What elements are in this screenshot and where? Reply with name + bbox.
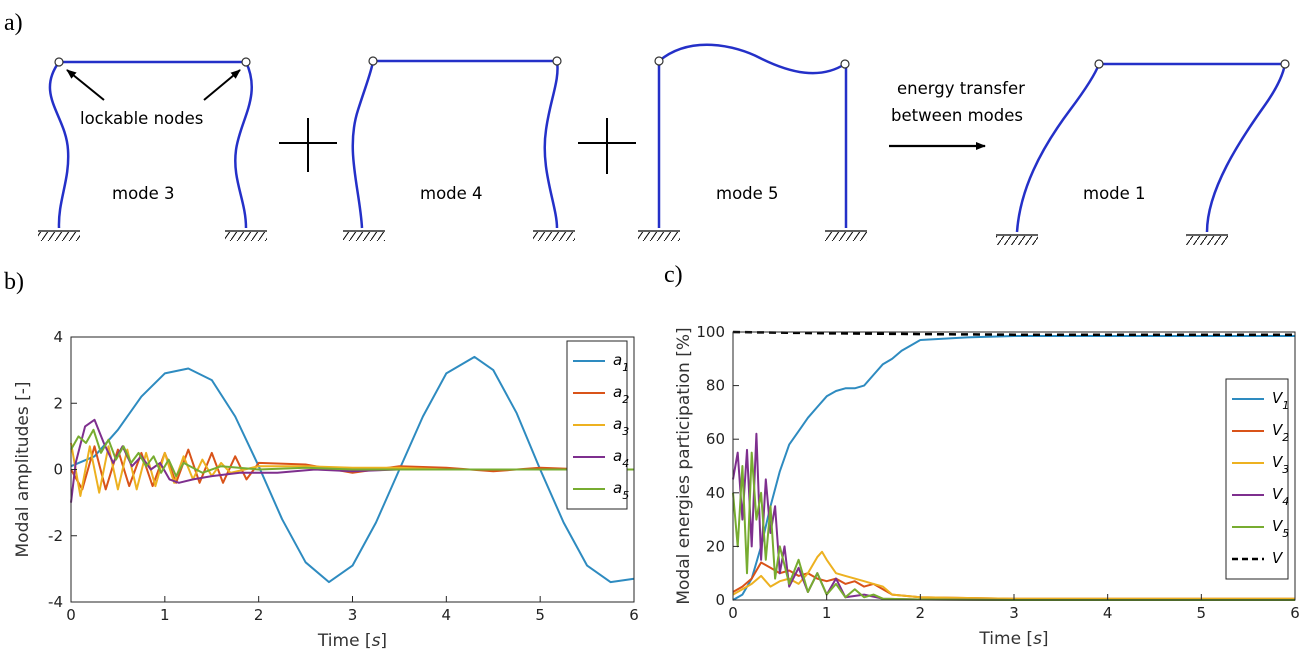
node-mode-4-right [552,56,562,66]
legend: a1 a2 a3 a4 a5 [566,340,629,510]
x-axis-label: Time [s] [317,631,387,651]
legend-label-v2: V2 [1272,421,1289,444]
panel-label-a: a) [4,10,23,36]
y-tick-label: 40 [706,484,725,502]
series-line-v5 [732,451,1295,601]
panel-label-b: b) [4,269,24,295]
y-tick-label: 80 [706,377,725,395]
x-tick-label: 6 [629,606,639,624]
series-line-v [732,330,1295,336]
frame-mode-4 [351,59,559,229]
y-tick-label: 60 [706,430,725,448]
legend-label-a2: a2 [613,383,629,406]
y-tick-label: 2 [53,394,63,412]
x-tick-label: 6 [1290,604,1300,622]
node-mode-1-right [1280,59,1290,69]
lockable-nodes-label: lockable nodes [80,109,203,128]
x-tick-label: 2 [254,606,264,624]
lockable-node-right [241,57,251,67]
y-tick-label: -4 [48,593,63,611]
x-tick-label: 0 [66,606,76,624]
mode-label-1: mode 1 [1083,184,1146,203]
x-tick-label: 1 [822,604,832,622]
x-tick-label: 4 [442,606,452,624]
node-mode-1-left [1094,59,1104,69]
legend-label-v4: V4 [1272,485,1289,508]
legend-label-v: V [1272,549,1284,567]
series-line-v1 [732,335,1295,601]
series-line-v4 [732,432,1295,601]
mode-label-5: mode 5 [716,184,779,203]
legend: V1 V2 V3 V4 V5 V [1225,378,1289,580]
legend-label-a4: a4 [613,447,629,470]
legend-label-a1: a1 [613,351,629,374]
series-line-a5 [70,428,634,478]
series-line-v3 [732,550,1295,600]
lockable-node-left [54,57,64,67]
chart-modal-amplitudes: 0 1 2 3 4 5 6 -4 -2 0 2 4 Time [s] Modal amplitudes [… [13,328,639,651]
x-tick-label: 3 [348,606,358,624]
series-line-a3 [70,442,634,497]
y-tick-label: 4 [53,328,63,346]
y-tick-label: 100 [696,323,725,341]
x-tick-label: 3 [1009,604,1019,622]
panel-label-c: c) [664,262,683,288]
legend-label-a5: a5 [613,479,629,502]
energy-transfer-line2: between modes [891,106,1023,125]
plot-area-box [732,331,1296,601]
y-tick-label: 20 [706,537,725,555]
x-tick-label: 0 [728,604,738,622]
y-axis-label: Modal amplitudes [-] [13,382,33,558]
frame-mode-5 [657,43,848,228]
mode-label-4: mode 4 [420,184,483,203]
legend-label-v3: V3 [1272,453,1289,476]
x-tick-label: 4 [1103,604,1113,622]
ground-supports-mode-5 [638,230,867,241]
node-mode-5-left [654,56,664,66]
x-tick-label: 5 [535,606,545,624]
arrow-to-right-node [203,69,241,101]
y-tick-label: 0 [715,591,725,609]
series-line-v2 [732,561,1295,600]
x-tick-label: 2 [916,604,926,622]
energy-transfer-line1: energy transfer [897,79,1025,98]
node-mode-5-right [840,59,850,69]
frame-mode-1 [1015,62,1287,233]
y-tick-label: 0 [53,461,63,479]
x-tick-label: 1 [160,606,170,624]
legend-box [1225,378,1289,580]
ground-supports-mode-1 [996,234,1228,245]
ground-supports-mode-4 [343,230,575,241]
plus-sign-2 [578,118,636,174]
x-tick-label: 5 [1197,604,1207,622]
y-axis-label: Modal energies participation [%] [674,327,694,604]
legend-label-a3: a3 [613,415,629,438]
frame-mode-3 [48,60,253,229]
y-tick-label: -2 [48,527,63,545]
arrow-to-left-node [66,69,105,101]
series-line-a2 [70,445,634,491]
node-mode-4-left [368,56,378,66]
legend-label-v5: V5 [1272,517,1289,540]
ground-supports-mode-3 [38,230,267,241]
mode-label-3: mode 3 [112,184,175,203]
legend-label-v1: V1 [1272,389,1289,412]
plus-sign-1 [279,118,337,172]
series-line-a4 [70,418,634,503]
x-axis-label: Time [s] [978,629,1048,649]
